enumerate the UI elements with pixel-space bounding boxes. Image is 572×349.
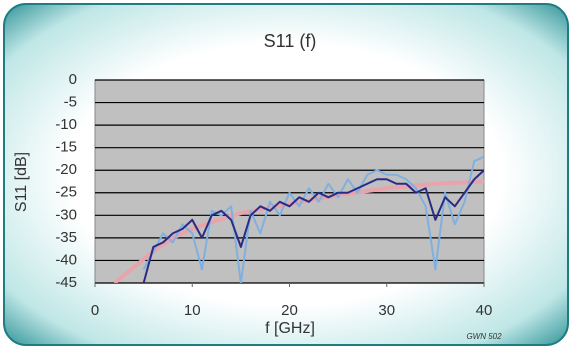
y-axis-label: S11 [dB] bbox=[13, 152, 30, 212]
y-tick-label: -5 bbox=[64, 94, 77, 111]
plot-lines bbox=[113, 155, 484, 283]
x-tick-label: 30 bbox=[378, 302, 395, 319]
y-tick-label: -20 bbox=[55, 161, 77, 178]
y-tick-label: -25 bbox=[55, 184, 77, 201]
series-line bbox=[142, 155, 484, 283]
chart-title: S11 (f) bbox=[264, 31, 317, 51]
y-tick-label: -15 bbox=[55, 139, 77, 156]
y-tick-label: -35 bbox=[55, 229, 77, 246]
series-line bbox=[142, 169, 484, 283]
x-axis-label: f [GHz] bbox=[265, 320, 315, 337]
y-tick-label: 0 bbox=[69, 71, 77, 88]
x-tick-label: 10 bbox=[184, 302, 201, 319]
y-tick-label: -10 bbox=[55, 116, 77, 133]
y-tick-label: -30 bbox=[55, 206, 77, 223]
series-line bbox=[113, 179, 484, 283]
y-tick-label: -45 bbox=[55, 274, 77, 291]
x-tick-label: 20 bbox=[281, 302, 298, 319]
annotation: GWN 502 bbox=[466, 332, 502, 341]
x-tick-label: 0 bbox=[91, 302, 99, 319]
y-tick-label: -40 bbox=[55, 251, 77, 268]
x-tick-label: 40 bbox=[476, 302, 493, 319]
